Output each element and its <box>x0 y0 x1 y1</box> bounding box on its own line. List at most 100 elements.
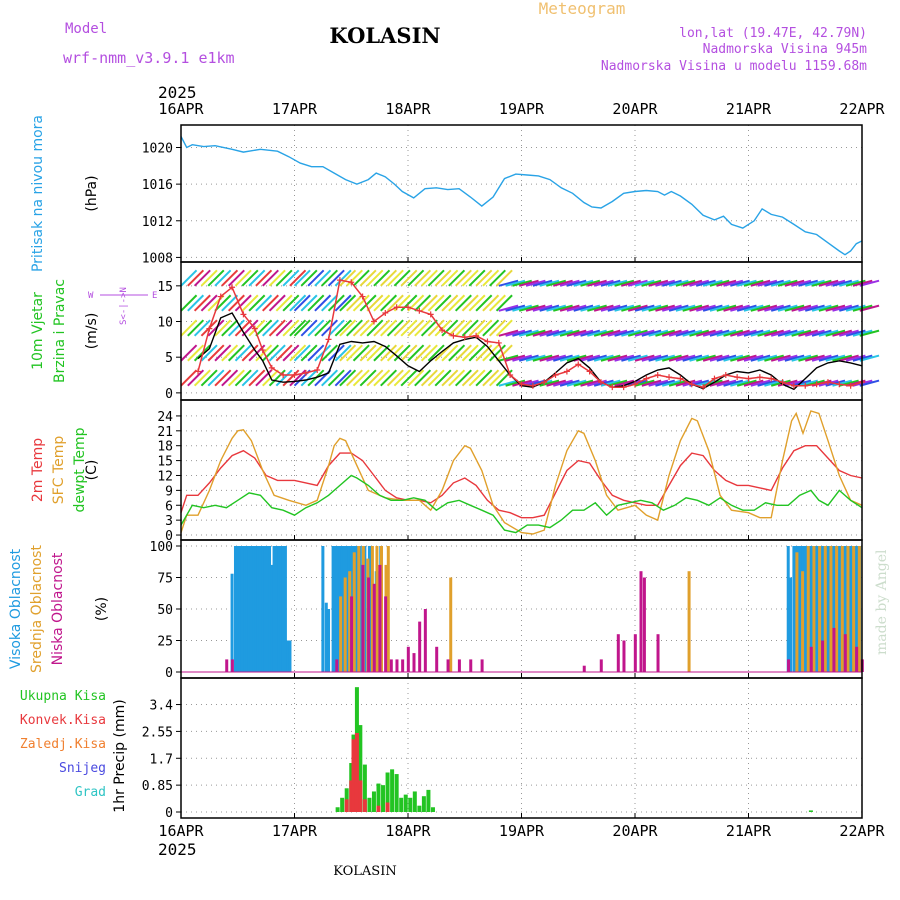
high-cloud-bar <box>272 546 276 672</box>
wind-barb <box>512 329 532 337</box>
high-cloud-bar <box>853 546 857 672</box>
wind-barb <box>221 294 239 312</box>
mid-cloud-bar <box>795 552 799 672</box>
wind-barb <box>268 369 286 387</box>
low-cloud-bar <box>616 634 620 672</box>
wind-barb <box>784 304 805 312</box>
wind-barb <box>262 294 279 312</box>
wind-barb <box>573 354 594 362</box>
wind-barb <box>730 354 750 362</box>
wind-barb <box>414 269 432 287</box>
wind-barb <box>207 319 225 337</box>
wind-barb <box>764 279 784 287</box>
wind-barb <box>193 319 211 337</box>
y-tick-label: 18 <box>157 440 173 455</box>
wind-barb <box>825 279 846 287</box>
wind-barb <box>321 269 339 287</box>
high-cloud-bar <box>236 546 240 672</box>
wind-barb <box>689 329 710 337</box>
wind-barb <box>627 354 648 362</box>
wind-barb <box>282 269 300 287</box>
wind-barb <box>187 369 205 387</box>
high-cloud-bar <box>245 546 249 672</box>
wind-barb <box>454 269 472 287</box>
high-cloud-bar <box>261 546 265 672</box>
wind-barb <box>475 369 493 387</box>
wind-barb <box>334 344 352 362</box>
wind-barb <box>859 304 880 312</box>
wind-barb <box>227 269 245 287</box>
low-cloud-bar <box>367 577 371 672</box>
wind-barb <box>275 269 293 287</box>
low-cloud-bar <box>809 646 813 672</box>
precip-conv-bar <box>351 739 356 812</box>
wind-barb <box>600 329 621 337</box>
high-cloud-bar <box>233 546 237 672</box>
wind-barb <box>689 279 710 287</box>
wind-barb <box>393 369 411 387</box>
wind-barb <box>380 319 398 337</box>
wind-barb <box>811 329 832 337</box>
wind-barb <box>241 369 259 387</box>
wind-barb <box>448 344 466 362</box>
high-cloud-bar <box>321 546 325 672</box>
wind-barb <box>289 269 307 287</box>
wind-barb <box>489 269 506 287</box>
wind-barb <box>723 379 744 387</box>
low-cloud-bar <box>335 659 339 672</box>
gust-marker <box>348 279 355 286</box>
mid-cloud-bar <box>852 546 856 672</box>
temp-ylabel-2: dewpt Temp <box>72 427 88 512</box>
wind-barb <box>359 344 377 362</box>
wind-barb <box>757 279 778 287</box>
wind-barb <box>804 279 825 287</box>
high-cloud-bar <box>810 546 814 672</box>
wind-barb <box>498 304 519 312</box>
wind-ylabel-line2: Brzina i Pravac <box>52 279 68 383</box>
wind-barb <box>661 279 682 287</box>
high-cloud-bar <box>799 546 803 672</box>
wind-barb <box>234 344 252 362</box>
wind-speed-line <box>197 312 863 391</box>
gust-marker <box>779 379 786 386</box>
wind-barb <box>804 329 825 337</box>
wind-barb <box>214 319 232 337</box>
mid-cloud-bar <box>812 546 816 672</box>
wind-barb <box>414 344 432 362</box>
gust-marker <box>495 339 502 346</box>
precip-legend-3: Snijeg <box>59 761 106 776</box>
wind-barb <box>668 329 689 337</box>
wind-barb <box>386 369 404 387</box>
wind-barb <box>730 304 750 312</box>
wind-barb <box>716 279 737 287</box>
wind-barb <box>655 304 676 312</box>
high-cloud-bar <box>844 546 848 672</box>
wind-barb <box>300 319 318 337</box>
wind-barb <box>784 279 805 287</box>
high-cloud-bar <box>826 546 830 672</box>
wind-barb <box>321 294 339 312</box>
precip-ylabel: 1hr Precip (mm) <box>112 699 128 812</box>
temperature-unit: (C) <box>84 460 100 481</box>
high-cloud-bar <box>815 546 819 672</box>
gust-marker <box>302 369 309 376</box>
wind-barb <box>832 379 853 387</box>
gust-marker <box>790 382 797 389</box>
wind-barb <box>859 329 880 337</box>
wind-barb <box>282 294 300 312</box>
wind-barb <box>757 329 778 337</box>
wind-barb <box>293 344 311 362</box>
mid-cloud-bar <box>857 546 861 672</box>
precip-total-bar <box>358 725 363 812</box>
wind-barb <box>380 344 398 362</box>
high-cloud-bar <box>855 546 859 672</box>
gust-marker <box>427 311 434 318</box>
wind-barb <box>448 294 466 312</box>
high-cloud-bar <box>324 602 328 672</box>
wind-barb <box>634 329 655 337</box>
pressure-panel: 1008 1012 1016 1020 <box>142 124 863 266</box>
wind-barb <box>648 379 669 387</box>
wind-barb <box>743 379 764 387</box>
wind-barb <box>434 369 452 387</box>
wind-barb <box>587 329 607 337</box>
